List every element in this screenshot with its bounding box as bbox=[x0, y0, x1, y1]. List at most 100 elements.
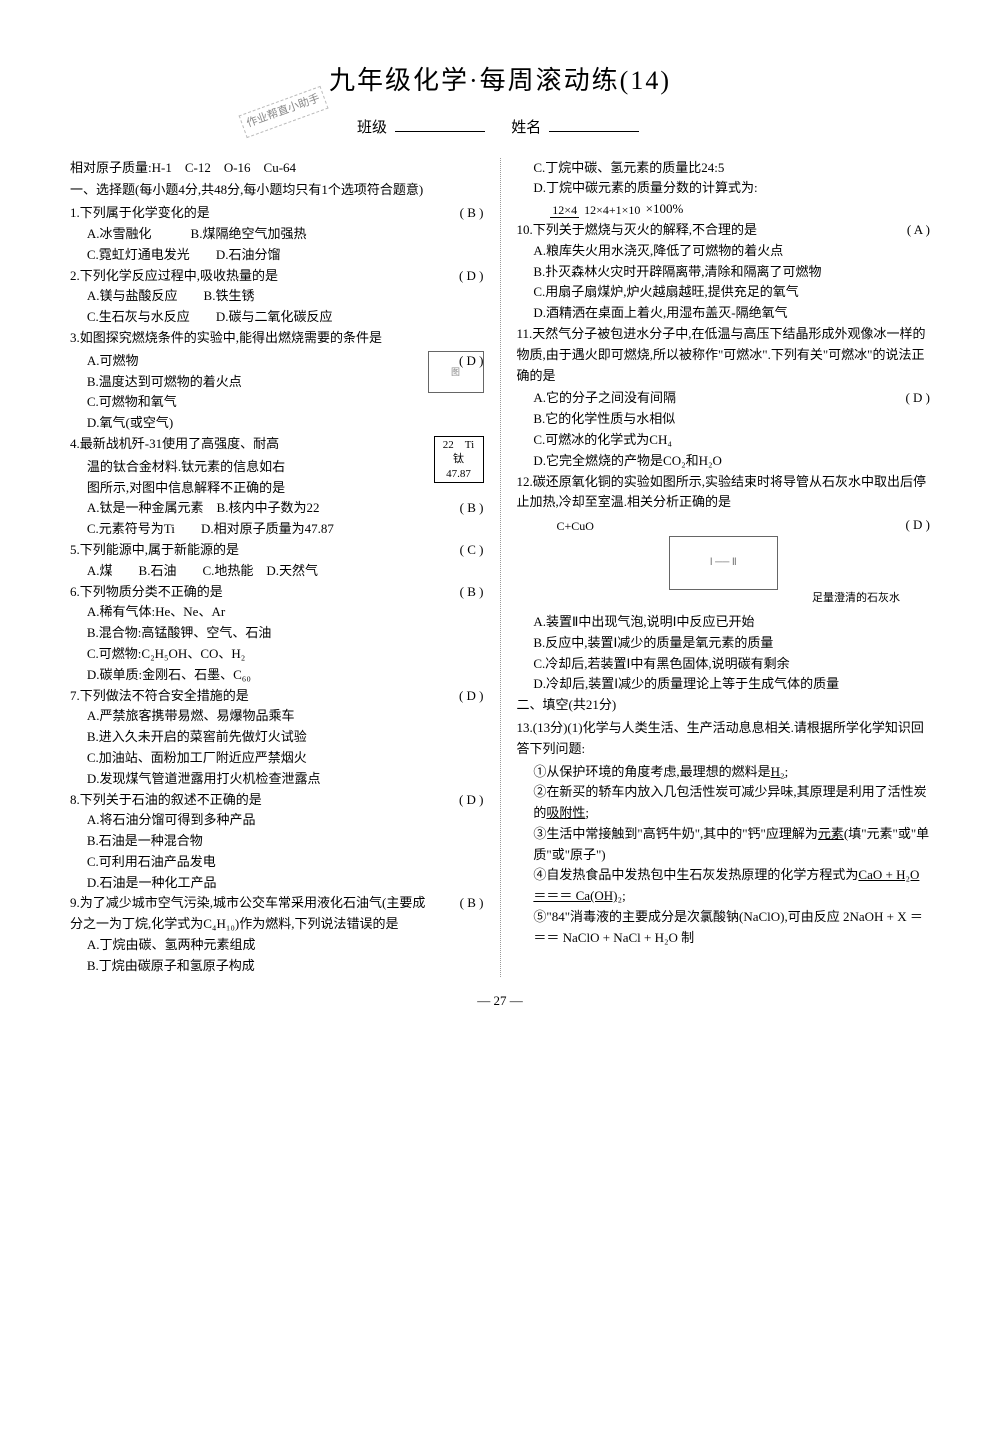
q4-el-name: 钛 bbox=[436, 452, 482, 466]
q2-stem: 2.下列化学反应过程中,吸收热量的是 bbox=[70, 268, 278, 283]
q4-answer: ( B ) bbox=[460, 498, 484, 519]
atomic-mass-line: 相对原子质量:H-1 C-12 O-16 Cu-64 bbox=[70, 158, 484, 179]
q4-el-sym: Ti bbox=[465, 439, 474, 451]
left-column: 相对原子质量:H-1 C-12 O-16 Cu-64 一、选择题(每小题4分,共… bbox=[70, 158, 484, 977]
q11-a: A.它的分子之间没有间隔 bbox=[517, 388, 931, 409]
q11-d: D.它完全燃烧的产物是CO₂和H₂O bbox=[517, 451, 931, 472]
q9-d: D.丁烷中碳元素的质量分数的计算式为: bbox=[517, 178, 931, 199]
q10-stem: 10.下列关于燃烧与灭火的解释,不合理的是 bbox=[517, 222, 758, 237]
q7-stem: 7.下列做法不符合安全措施的是 bbox=[70, 688, 249, 703]
q4-element-card: 22 Ti 钛 47.87 bbox=[434, 436, 484, 483]
q13-p2-answer: 吸附性 bbox=[546, 805, 585, 820]
q2-a: A.镁与盐酸反应 bbox=[87, 288, 178, 303]
q9-a: A.丁烷由碳、氢两种元素组成 bbox=[70, 935, 484, 956]
q3-a: A.可燃物 bbox=[70, 351, 484, 372]
page-number: — 27 — bbox=[70, 991, 930, 1012]
q9-stem: 9.为了减少城市空气污染,城市公交车常采用液化石油气(主要成分之一为丁烷,化学式… bbox=[70, 895, 425, 931]
q2-answer: ( D ) bbox=[459, 266, 484, 287]
q12-diag-note: 足量澄清的石灰水 bbox=[517, 590, 901, 608]
q5-c: C.地热能 bbox=[202, 563, 253, 578]
q12-d: D.冷却后,装置Ⅰ减少的质量理论上等于生成气体的质量 bbox=[517, 674, 931, 695]
q12-b: B.反应中,装置Ⅰ减少的质量是氧元素的质量 bbox=[517, 633, 931, 654]
section-1-heading: 一、选择题(每小题4分,共48分,每小题均只有1个选项符合题意) bbox=[70, 180, 484, 201]
q11-answer: ( D ) bbox=[905, 388, 930, 409]
q10-b: B.扑灭森林火灾时开辟隔离带,清除和隔离了可燃物 bbox=[517, 262, 931, 283]
q13-p4a: ④自发热食品中发热包中生石灰发热原理的化学方程式为 bbox=[533, 867, 858, 882]
q10-answer: ( A ) bbox=[907, 220, 930, 241]
q3-d: D.氧气(或空气) bbox=[70, 413, 484, 434]
q13-p2a: ②在新买的轿车内放入几包活性炭可减少异味,其原理是利用了活性炭的 bbox=[533, 784, 926, 820]
q9-fraction: 12×4 12×4+1×10 bbox=[550, 201, 642, 220]
q11-c: C.可燃冰的化学式为CH₄ bbox=[517, 430, 931, 451]
class-label: 班级 bbox=[357, 120, 387, 136]
q9-tail: ×100% bbox=[646, 201, 684, 216]
q3-c: C.可燃物和氧气 bbox=[70, 392, 484, 413]
q2-b: B.铁生锈 bbox=[204, 288, 255, 303]
q10-d: D.酒精洒在桌面上着火,用湿布盖灭-隔绝氧气 bbox=[517, 303, 931, 324]
q5-stem: 5.下列能源中,属于新能源的是 bbox=[70, 542, 239, 557]
q13-p1c: ; bbox=[785, 764, 789, 779]
q13-p1a: ①从保护环境的角度考虑,最理想的燃料是 bbox=[533, 764, 770, 779]
q13-p2c: ; bbox=[585, 805, 589, 820]
q1-stem: 1.下列属于化学变化的是 bbox=[70, 205, 210, 220]
q4-stem2: 温的钛合金材料.钛元素的信息如右 bbox=[70, 457, 484, 478]
q5-d: D.天然气 bbox=[266, 563, 318, 578]
class-blank[interactable] bbox=[395, 131, 485, 132]
q12-answer: ( D ) bbox=[905, 515, 930, 536]
q12-diagram: C+CuO Ⅰ ── Ⅱ 足量澄清的石灰水 bbox=[517, 517, 931, 608]
q6-d: D.碳单质:金刚石、石墨、C₆₀ bbox=[70, 665, 484, 686]
q7-b: B.进入久未开启的菜窖前先做灯火试验 bbox=[70, 727, 484, 748]
q11-stem: 11.天然气分子被包进水分子中,在低温与高压下结晶形成外观像冰一样的物质,由于遇… bbox=[517, 324, 931, 386]
q3-stem: 3.如图探究燃烧条件的实验中,能得出燃烧需要的条件是 bbox=[70, 328, 484, 349]
q7-c: C.加油站、面粉加工厂附近应严禁烟火 bbox=[70, 748, 484, 769]
q5-a: A.煤 bbox=[87, 563, 113, 578]
name-blank[interactable] bbox=[549, 131, 639, 132]
q12-diag-box: Ⅰ ── Ⅱ bbox=[669, 536, 778, 590]
q4-b: B.核内中子数为22 bbox=[217, 500, 320, 515]
q12-stem: 12.碳还原氧化铜的实验如图所示,实验结束时将导管从石灰水中取出后停止加热,冷却… bbox=[517, 472, 931, 514]
q6-answer: ( B ) bbox=[460, 582, 484, 603]
q9-frac-den: 12×4+1×10 bbox=[582, 203, 642, 217]
q9-c: C.丁烷中碳、氢元素的质量比24:5 bbox=[517, 158, 931, 179]
q8-stem: 8.下列关于石油的叙述不正确的是 bbox=[70, 792, 262, 807]
q1-b: B.煤隔绝空气加强热 bbox=[191, 226, 307, 241]
q13-stem: 13.(13分)(1)化学与人类生活、生产活动息息相关.请根据所学化学知识回答下… bbox=[517, 718, 931, 760]
q8-answer: ( D ) bbox=[459, 790, 484, 811]
q13-p5: ⑤"84"消毒液的主要成分是次氯酸钠(NaClO),可由反应 2NaOH + X… bbox=[517, 907, 931, 949]
q8-c: C.可利用石油产品发电 bbox=[70, 852, 484, 873]
q12-a: A.装置Ⅱ中出现气泡,说明Ⅰ中反应已开始 bbox=[517, 612, 931, 633]
q6-c: C.可燃物:C₂H₅OH、CO、H₂ bbox=[70, 644, 484, 665]
q8-a: A.将石油分馏可得到多种产品 bbox=[70, 810, 484, 831]
q6-stem: 6.下列物质分类不正确的是 bbox=[70, 584, 223, 599]
q4-a: A.钛是一种金属元素 bbox=[87, 500, 204, 515]
right-column: C.丁烷中碳、氢元素的质量比24:5 D.丁烷中碳元素的质量分数的计算式为: 1… bbox=[517, 158, 931, 977]
q13-p1-answer: H₂ bbox=[771, 764, 785, 779]
section-2-heading: 二、填空(共21分) bbox=[517, 695, 931, 716]
q2-d: D.碳与二氧化碳反应 bbox=[216, 309, 333, 324]
q1-c: C.霓虹灯通电发光 bbox=[87, 247, 190, 262]
q7-d: D.发现煤气管道泄露用打火机检查泄露点 bbox=[70, 769, 484, 790]
q10-a: A.粮库失火用水浇灭,降低了可燃物的着火点 bbox=[517, 241, 931, 262]
q13-p4c: ; bbox=[622, 888, 626, 903]
q8-d: D.石油是一种化工产品 bbox=[70, 873, 484, 894]
q9-frac-num: 12×4 bbox=[550, 203, 579, 218]
q4-stem1: 4.最新战机歼-31使用了高强度、耐高 bbox=[70, 434, 484, 455]
q13-p3a: ③生活中常接触到"高钙牛奶",其中的"钙"应理解为 bbox=[533, 826, 817, 841]
q3-b: B.温度达到可燃物的着火点 bbox=[70, 372, 484, 393]
q3-answer: ( D ) bbox=[459, 351, 484, 372]
q5-b: B.石油 bbox=[139, 563, 177, 578]
q12-c: C.冷却后,若装置Ⅰ中有黑色固体,说明碳有剩余 bbox=[517, 654, 931, 675]
q11-b: B.它的化学性质与水相似 bbox=[517, 409, 931, 430]
q4-stem3: 图所示,对图中信息解释不正确的是 bbox=[70, 478, 484, 499]
q9-answer: ( B ) bbox=[460, 893, 484, 914]
q4-c: C.元素符号为Ti bbox=[87, 521, 175, 536]
page-title: 九年级化学·每周滚动练(14) bbox=[70, 60, 930, 102]
q1-answer: ( B ) bbox=[460, 203, 484, 224]
q1-a: A.冰雪融化 bbox=[87, 226, 152, 241]
q12-diag-label: C+CuO bbox=[557, 517, 931, 536]
column-divider bbox=[500, 158, 501, 977]
q2-c: C.生石灰与水反应 bbox=[87, 309, 190, 324]
q4-el-num: 22 bbox=[443, 439, 454, 451]
q10-c: C.用扇子扇煤炉,炉火越扇越旺,提供充足的氧气 bbox=[517, 282, 931, 303]
q6-b: B.混合物:高锰酸钾、空气、石油 bbox=[70, 623, 484, 644]
